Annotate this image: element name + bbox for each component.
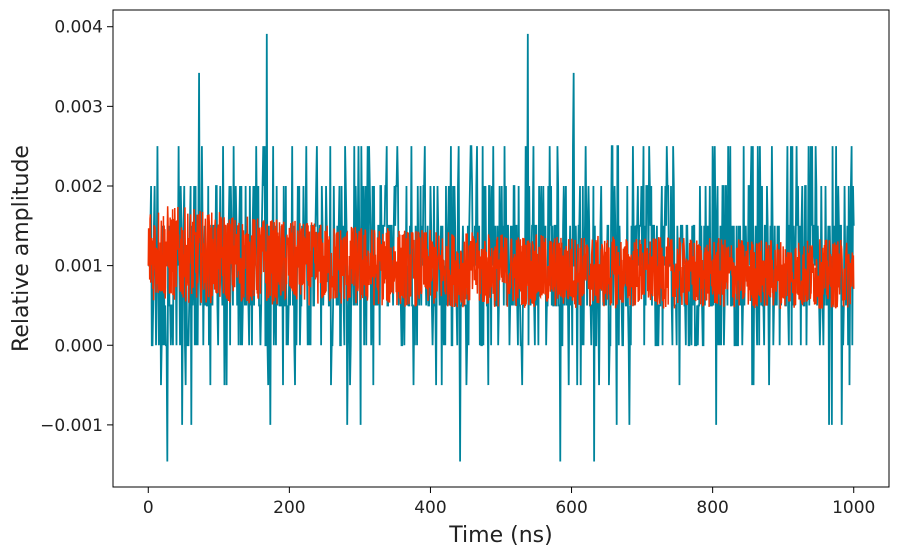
y-tick-label: −0.001	[40, 416, 103, 436]
y-tick-label: 0.003	[54, 97, 103, 117]
x-tick-label: 1000	[832, 498, 875, 518]
y-axis-label: Relative amplitude	[9, 145, 34, 352]
x-tick-label: 0	[143, 498, 154, 518]
y-tick-label: 0.002	[54, 177, 103, 197]
plot-area	[147, 33, 855, 462]
x-tick-label: 400	[414, 498, 446, 518]
series-2-line	[147, 206, 855, 309]
y-tick-label: 0.001	[54, 257, 103, 277]
axes: 0 200 400 600 800 1000 −0.001 0.000 0.001 0.002 0.…	[9, 9, 890, 548]
y-tick-label: 0.000	[54, 336, 103, 356]
x-tick-label: 600	[555, 498, 587, 518]
x-axis-label: Time (ns)	[448, 523, 552, 548]
plot-frame	[112, 9, 890, 488]
x-tick-label: 800	[696, 498, 728, 518]
x-tick-label: 200	[273, 498, 305, 518]
y-tick-label: 0.004	[54, 18, 103, 38]
